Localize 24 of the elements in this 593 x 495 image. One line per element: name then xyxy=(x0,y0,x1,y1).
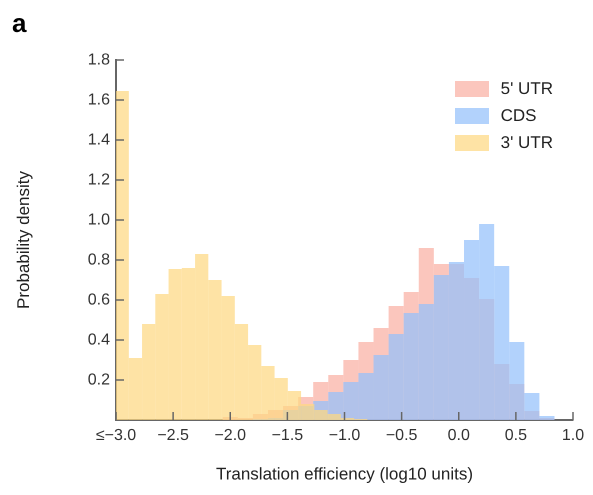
legend-label: 3' UTR xyxy=(500,132,553,152)
y-tick-label: 1.8 xyxy=(88,51,110,68)
legend-label: 5' UTR xyxy=(500,78,553,98)
y-tick-label: 0.8 xyxy=(88,251,110,268)
y-tick-label: 1.2 xyxy=(88,171,110,188)
y-axis-title: Probability density xyxy=(14,170,33,309)
chart-title: a xyxy=(12,8,27,38)
x-tick-label: −1.0 xyxy=(328,427,360,444)
x-tick-label: −2.5 xyxy=(157,427,190,444)
x-tick-label: 0.0 xyxy=(448,427,470,444)
x-axis-title: Translation efficiency (log10 units) xyxy=(216,464,474,484)
legend-label: CDS xyxy=(500,106,537,126)
x-tick-label: 0.5 xyxy=(504,427,528,444)
y-tick-label: 1.0 xyxy=(88,211,110,228)
x-tick-label: 1.0 xyxy=(562,427,584,444)
y-tick-label: 1.6 xyxy=(88,91,110,108)
y-tick-label: 0.4 xyxy=(88,331,110,348)
y-tick-label: 0.2 xyxy=(88,371,110,388)
x-tick-label: −2.0 xyxy=(214,427,246,444)
x-tick-label: −0.5 xyxy=(386,427,418,444)
y-tick-label: 0.6 xyxy=(88,291,110,308)
y-tick-label: 1.4 xyxy=(88,131,110,148)
x-tick-label: −1.5 xyxy=(272,427,304,444)
x-tick-label: ≤−3.0 xyxy=(96,427,136,444)
